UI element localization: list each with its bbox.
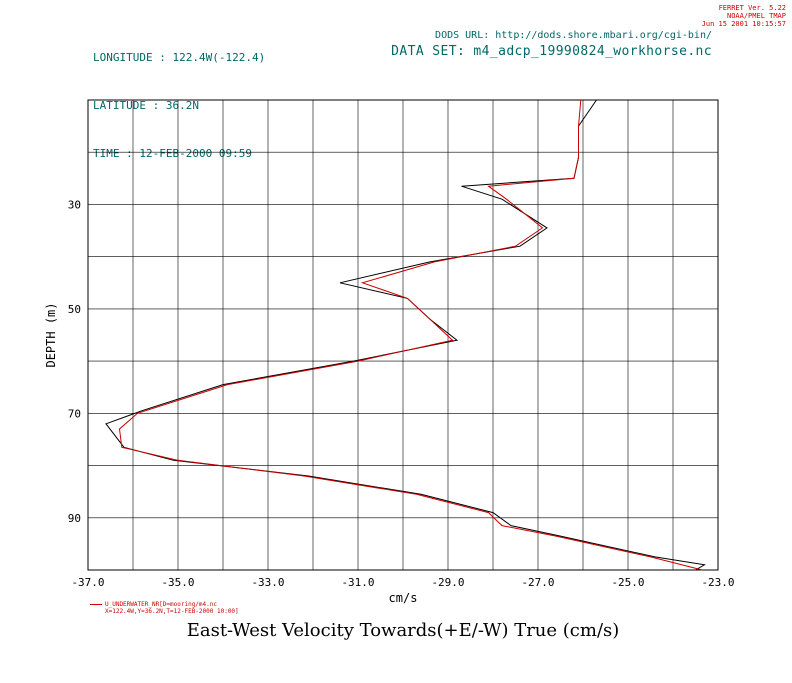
red-series-legend-swatch: [90, 604, 102, 605]
x-tick-label: -37.0: [71, 576, 104, 589]
data-source-header: DODS URL: http://dods.shore.mbari.org/cg…: [391, 30, 712, 59]
generated-datetime-text: Jun 15 2001 10:15:57: [701, 20, 786, 28]
longitude-text: LONGITUDE : 122.4W(-122.4): [93, 51, 266, 64]
data-set-text: DATA SET: m4_adcp_19990824_workhorse.nc: [391, 44, 712, 59]
x-tick-label: -25.0: [611, 576, 644, 589]
x-tick-label: -27.0: [521, 576, 554, 589]
y-axis-title: DEPTH (m): [44, 302, 58, 367]
ferret-branding: FERRET Ver. 5.22 NOAA/PMEL TMAP Jun 15 2…: [702, 4, 786, 28]
y-tick-label: 90: [68, 512, 81, 525]
y-tick-label: 50: [68, 303, 81, 316]
noaa-pmel-text: NOAA/PMEL TMAP: [726, 12, 786, 20]
y-tick-label: 70: [68, 407, 81, 420]
x-tick-label: -23.0: [701, 576, 734, 589]
y-tick-label: 30: [68, 198, 81, 211]
x-tick-label: -33.0: [251, 576, 284, 589]
x-tick-label: -31.0: [341, 576, 374, 589]
x-tick-label: -29.0: [431, 576, 464, 589]
dods-url-text: DODS URL: http://dods.shore.mbari.org/cg…: [435, 30, 712, 41]
series-line-0: [105, 99, 706, 571]
chart-title: East-West Velocity Towards(+E/-W) True (…: [186, 620, 620, 641]
plot-frame: [87, 99, 719, 571]
series-line-1: [118, 99, 703, 571]
legend-variable-text: U_UNDERWATER_NR[D=mooring/m4.nc: [105, 601, 217, 608]
legend: U_UNDERWATER_NR[D=mooring/m4.nc X=122.4W…: [90, 601, 239, 615]
legend-coords-text: X=122.4W,Y=36.2N,T=12-FEB-2000 10:00]: [105, 608, 239, 615]
ferret-version-text: FERRET Ver. 5.22: [718, 4, 786, 12]
time-text: TIME : 12-FEB-2000 09:59: [93, 147, 252, 160]
legend-text: U_UNDERWATER_NR[D=mooring/m4.nc X=122.4W…: [105, 601, 239, 615]
x-tick-label: -35.0: [161, 576, 194, 589]
x-axis-title: cm/s: [389, 591, 418, 605]
